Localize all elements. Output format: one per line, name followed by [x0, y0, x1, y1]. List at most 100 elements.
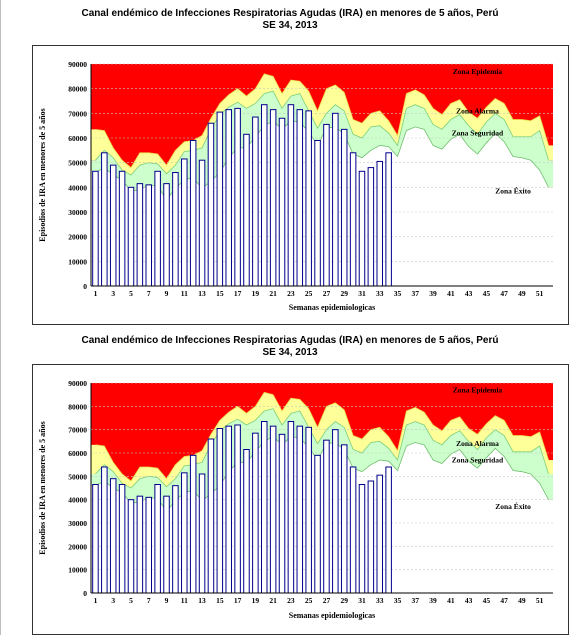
bar-week-28 — [332, 112, 339, 287]
boundary-exito-line — [95, 436, 549, 512]
x-axis-label: Semanas epidemiologicas — [289, 611, 375, 620]
bar-week-31 — [358, 484, 366, 594]
bar-week-30 — [349, 466, 357, 594]
x-tick-label: 17 — [234, 289, 242, 298]
y-tick-label: 40000 — [68, 183, 87, 192]
bar-week-15 — [216, 428, 224, 594]
bar-week-21 — [269, 425, 277, 594]
y-tick-label: 80000 — [68, 85, 87, 94]
chart-title-1-line2: SE 34, 2013 — [262, 20, 318, 31]
x-tick-label: 1 — [94, 596, 98, 605]
bar-week-2 — [101, 152, 108, 287]
y-tick-label: 90000 — [68, 379, 87, 388]
x-tick-label: 25 — [305, 289, 313, 298]
x-tick-label: 31 — [358, 596, 366, 605]
y-tick-label: 50000 — [68, 472, 87, 481]
y-tick-label: 60000 — [68, 134, 87, 143]
bar-week-10 — [172, 172, 179, 287]
y-tick-label: 70000 — [68, 426, 87, 435]
bar-week-29 — [340, 444, 348, 594]
bar-week-16 — [225, 425, 232, 594]
x-tick-label: 13 — [198, 289, 206, 298]
x-tick-label: 29 — [340, 289, 348, 298]
bar-week-34 — [385, 152, 392, 287]
boundary-seguridad-line — [95, 90, 549, 176]
boundary-seguridad-line — [95, 408, 549, 489]
bar-week-9 — [163, 183, 170, 287]
x-tick-label: 7 — [147, 289, 151, 298]
bar-week-12 — [189, 454, 197, 594]
bar-week-13 — [198, 159, 206, 287]
bar-week-3 — [109, 164, 117, 287]
x-tick-label: 9 — [165, 596, 169, 605]
zone-epidemia-label: Zona Epidemia — [453, 67, 503, 76]
zone-seguridad-area — [91, 408, 553, 512]
y-tick-label: 60000 — [68, 449, 87, 458]
bar-week-19 — [252, 116, 259, 287]
bar-week-32 — [367, 480, 375, 594]
zone-seguridad-label: Zona Seguridad — [452, 455, 504, 464]
bar-week-14 — [207, 122, 215, 287]
bar-week-11 — [181, 472, 188, 594]
x-tick-label: 37 — [412, 289, 420, 298]
bar-week-14 — [207, 438, 215, 594]
bar-week-4 — [118, 484, 126, 594]
x-tick-label: 31 — [358, 289, 366, 298]
bar-week-5 — [127, 499, 135, 594]
bar-week-8 — [154, 170, 161, 287]
bar-week-34 — [385, 466, 392, 594]
bar-week-10 — [172, 485, 179, 594]
x-tick-label: 9 — [165, 289, 169, 298]
y-tick-label: 0 — [83, 282, 87, 291]
x-tick-label: 33 — [376, 289, 384, 298]
boundary-exito-line — [95, 120, 549, 201]
bar-week-33 — [376, 474, 384, 594]
x-tick-label: 29 — [340, 596, 348, 605]
x-tick-label: 47 — [500, 596, 508, 605]
chart-title-1-line1: Canal endémico de Infecciones Respirator… — [81, 8, 499, 19]
x-tick-label: 5 — [129, 596, 133, 605]
zone-exito-area — [91, 436, 553, 593]
y-tick-label: 70000 — [68, 109, 87, 118]
bar-week-8 — [154, 484, 161, 594]
bar-week-27 — [323, 439, 330, 594]
x-tick-label: 35 — [394, 289, 402, 298]
y-tick-label: 10000 — [68, 257, 87, 266]
x-tick-label: 19 — [252, 596, 260, 605]
x-axis-label: Semanas epidemiologicas — [289, 303, 375, 312]
bar-week-4 — [118, 170, 126, 287]
chart-panel-2: 0 10000 20000 30000 40000 50000 60000 70000 8000… — [32, 364, 569, 635]
zone-seguridad-area — [91, 91, 553, 200]
x-tick-label: 11 — [181, 596, 188, 605]
y-tick-label: 90000 — [68, 60, 87, 69]
boundary-alarma-line — [95, 391, 549, 482]
x-tick-label: 27 — [323, 289, 331, 298]
x-tick-label: 43 — [465, 289, 473, 298]
bar-week-5 — [127, 186, 135, 287]
bar-week-26 — [314, 454, 321, 594]
x-tick-label: 21 — [269, 289, 277, 298]
chart-svg-2: 0 10000 20000 30000 40000 50000 60000 70000 8000… — [38, 379, 553, 620]
x-tick-label: 15 — [216, 596, 224, 605]
bar-week-18 — [243, 133, 250, 287]
bar-week-1 — [92, 170, 99, 287]
x-tick-label: 39 — [429, 289, 437, 298]
chart-title-2: Canal endémico de Infecciones Respirator… — [20, 335, 560, 359]
bar-week-22 — [278, 433, 286, 594]
bar-week-23 — [287, 104, 295, 287]
bar-week-19 — [252, 432, 259, 594]
bar-week-7 — [145, 184, 153, 287]
bar-week-20 — [260, 104, 268, 287]
bar-week-23 — [287, 421, 295, 594]
x-tick-label: 23 — [287, 596, 295, 605]
boundary-alarma-line — [95, 73, 549, 169]
y-tick-label: 80000 — [68, 402, 87, 411]
zone-exito-label: Zona Éxito — [495, 186, 531, 196]
bar-week-17 — [234, 424, 241, 594]
x-tick-label: 43 — [465, 596, 473, 605]
y-tick-label: 0 — [83, 589, 87, 598]
bar-week-25 — [305, 110, 312, 287]
x-tick-label: 21 — [269, 596, 277, 605]
bar-week-20 — [260, 421, 268, 594]
x-tick-label: 39 — [429, 596, 437, 605]
